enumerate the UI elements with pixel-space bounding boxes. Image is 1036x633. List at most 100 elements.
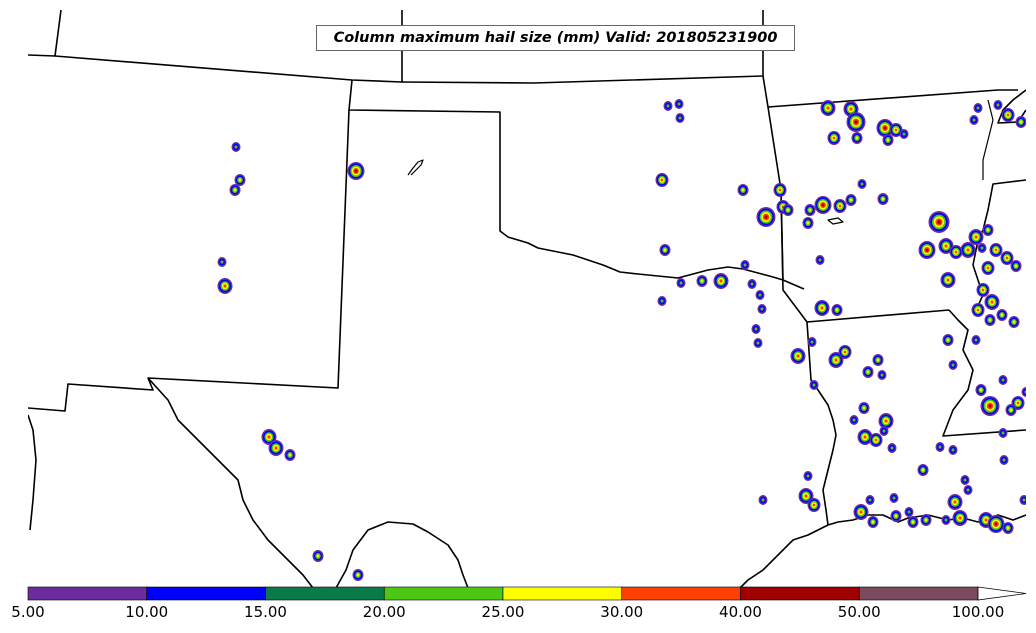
hail-cell xyxy=(678,116,682,120)
hail-cell xyxy=(778,188,782,192)
hail-cells xyxy=(217,99,1026,581)
hail-cell xyxy=(1012,320,1016,324)
colorbar-tick-label: 30.00 xyxy=(600,603,644,621)
hail-cell xyxy=(743,263,747,267)
colorbar-tick-label: 25.00 xyxy=(481,603,525,621)
hail-cell xyxy=(994,522,998,526)
colorbar-segment xyxy=(383,586,504,601)
colorbar-segment xyxy=(502,586,623,601)
hail-cell xyxy=(946,278,950,282)
hail-cell xyxy=(1001,431,1005,435)
hail-cell xyxy=(958,516,962,520)
hail-cell xyxy=(892,496,896,500)
hail-cell xyxy=(288,453,292,457)
hail-cell xyxy=(234,145,238,149)
hail-cell xyxy=(951,448,955,452)
hail-cell xyxy=(750,282,754,286)
hail-cell xyxy=(981,288,985,292)
hail-cell xyxy=(356,573,360,577)
hail-cell xyxy=(860,182,864,186)
hail-cell xyxy=(980,246,984,250)
state-border xyxy=(348,79,805,290)
hail-cell xyxy=(719,279,723,283)
hail-cell xyxy=(886,138,890,142)
hail-cell xyxy=(274,446,278,450)
hail-cell xyxy=(990,300,994,304)
map-panel: Column maximum hail size (mm) Valid: 201… xyxy=(28,10,1026,588)
hail-cell xyxy=(808,208,812,212)
hail-cell xyxy=(938,445,942,449)
hail-cell xyxy=(894,128,898,132)
hail-cell xyxy=(976,106,980,110)
hail-cell xyxy=(700,279,704,283)
hail-cell xyxy=(1006,526,1010,530)
hail-cell xyxy=(818,258,822,262)
hail-cell xyxy=(974,235,978,239)
colorbar-tick-label: 40.00 xyxy=(719,603,762,621)
hail-cell xyxy=(1009,408,1013,412)
hail-cell xyxy=(760,307,764,311)
hail-cell xyxy=(834,358,838,362)
hail-cell xyxy=(924,518,928,522)
hail-cell xyxy=(806,474,810,478)
hail-cell xyxy=(984,518,988,522)
hail-cell xyxy=(754,327,758,331)
hail-cell xyxy=(849,198,853,202)
hail-cell xyxy=(974,338,978,342)
hail-cell xyxy=(966,488,970,492)
hail-cell xyxy=(937,220,941,224)
hail-cell xyxy=(804,494,808,498)
state-border xyxy=(942,309,1026,437)
hail-cell xyxy=(966,248,970,252)
hail-cell xyxy=(233,188,237,192)
hail-cell xyxy=(988,318,992,322)
hail-cell xyxy=(854,120,858,124)
colorbar-tick-label: 20.00 xyxy=(362,603,406,621)
hail-cell xyxy=(946,338,950,342)
map-title: Column maximum hail size (mm) Valid: 201… xyxy=(316,25,795,51)
hail-cell xyxy=(963,478,967,482)
hail-cell xyxy=(994,248,998,252)
hail-cell xyxy=(925,248,929,252)
hail-cell xyxy=(988,404,992,408)
colorbar-tick-label: 50.00 xyxy=(837,603,881,621)
colorbar-segment xyxy=(858,586,979,601)
hail-cell xyxy=(820,306,824,310)
texas-border xyxy=(147,377,314,588)
hail-cell xyxy=(863,435,867,439)
hail-cell xyxy=(881,197,885,201)
hail-cell xyxy=(316,554,320,558)
hail-cell xyxy=(666,104,670,108)
hail-cell xyxy=(677,102,681,106)
hail-cell xyxy=(1000,313,1004,317)
hail-cell xyxy=(660,178,664,182)
hail-cell xyxy=(852,418,856,422)
hail-cell xyxy=(741,188,745,192)
hail-cell xyxy=(871,520,875,524)
hail-cell xyxy=(951,363,955,367)
hail-cell xyxy=(660,299,664,303)
mexico-border xyxy=(28,414,37,531)
colorbar-segment xyxy=(265,586,385,601)
hail-cell xyxy=(883,126,887,130)
hail-cell xyxy=(238,178,242,182)
hail-cell xyxy=(890,446,894,450)
hail-cell xyxy=(976,308,980,312)
hail-cell xyxy=(1005,256,1009,260)
hail-cell xyxy=(1019,120,1023,124)
hail-cell xyxy=(835,308,839,312)
lake xyxy=(827,217,844,225)
colorbar-segment xyxy=(740,586,860,601)
hail-cell xyxy=(880,373,884,377)
hail-cell xyxy=(986,266,990,270)
hail-cell xyxy=(972,118,976,122)
hail-cell xyxy=(812,383,816,387)
state-border xyxy=(28,109,350,412)
hail-cell xyxy=(1024,390,1026,394)
state-border xyxy=(28,10,62,57)
hail-cell xyxy=(911,520,915,524)
hail-cell xyxy=(921,468,925,472)
hail-cell xyxy=(843,350,847,354)
hail-cell xyxy=(862,406,866,410)
hail-cell xyxy=(220,260,224,264)
